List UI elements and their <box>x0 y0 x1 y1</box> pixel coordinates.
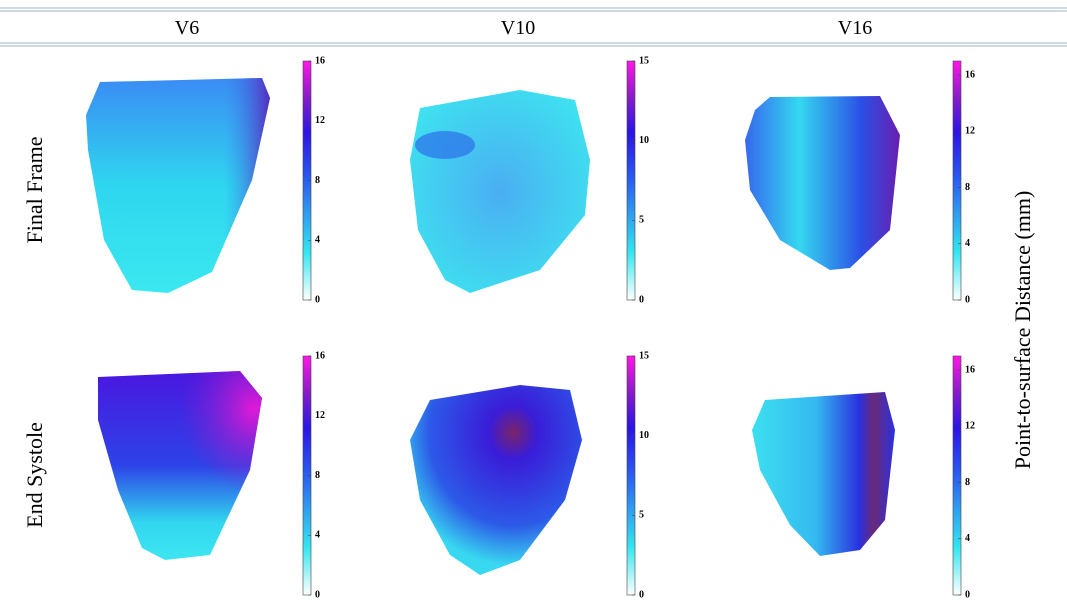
row-label: End Systole <box>22 422 47 528</box>
colorbar-tick-label: 16 <box>965 364 975 375</box>
colorbar-tick-label: 16 <box>315 55 325 66</box>
colorbar-tick-label: 15 <box>639 350 649 361</box>
colorbar-tick-label: 5 <box>639 510 644 521</box>
colorbar-tick-label: 0 <box>639 589 644 600</box>
side-label: Point-to-surface Distance (mm) <box>1010 191 1035 470</box>
colorbar-tick-label: 4 <box>315 235 320 246</box>
colorbar <box>626 355 636 596</box>
colorbar <box>626 60 636 301</box>
colorbar-tick-label: 8 <box>315 175 320 186</box>
colorbar-tick-label: 0 <box>965 294 970 305</box>
colorbar-tick-label: 5 <box>639 215 644 226</box>
colorbar-tick-label: 0 <box>315 589 320 600</box>
colorbar-tick-label: 10 <box>639 135 649 146</box>
colorbar-tick-label: 4 <box>315 530 320 541</box>
colorbar-tick-label: 0 <box>639 294 644 305</box>
colorbar-tick-label: 8 <box>965 477 970 488</box>
colorbar-tick-label: 0 <box>315 294 320 305</box>
row-label: Final Frame <box>22 137 47 244</box>
colorbar <box>952 355 962 596</box>
colorbar-tick-label: 15 <box>639 55 649 66</box>
column-header: V10 <box>501 17 535 39</box>
column-header: V16 <box>838 17 872 39</box>
column-header: V6 <box>175 17 199 39</box>
colorbar-tick-label: 0 <box>965 589 970 600</box>
colorbar-tick-label: 4 <box>965 238 970 249</box>
colorbar <box>952 60 962 301</box>
colorbar-tick-label: 8 <box>315 470 320 481</box>
colorbar-tick-label: 10 <box>639 430 649 441</box>
colorbar-tick-label: 12 <box>965 126 975 137</box>
surface-map <box>86 78 900 575</box>
colorbar-tick-label: 8 <box>965 182 970 193</box>
colorbar-tick-label: 12 <box>965 421 975 432</box>
colorbar-tick-label: 12 <box>315 115 325 126</box>
colorbar-tick-label: 16 <box>965 69 975 80</box>
colorbar-tick-label: 16 <box>315 350 325 361</box>
colorbar-tick-label: 12 <box>315 410 325 421</box>
colorbar-tick-label: 4 <box>965 533 970 544</box>
